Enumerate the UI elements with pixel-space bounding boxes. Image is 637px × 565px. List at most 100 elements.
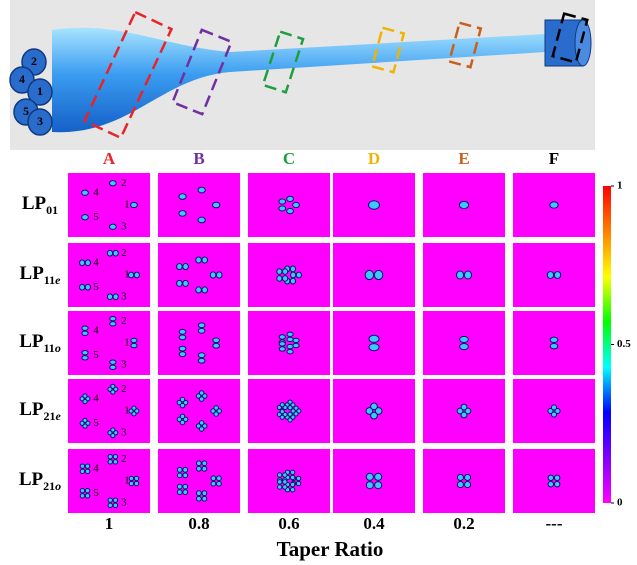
mode-panel xyxy=(158,243,240,307)
mode-lobe xyxy=(280,415,284,419)
mode-lobe xyxy=(375,482,382,489)
mode-lobe xyxy=(177,467,182,472)
core-label: 4 xyxy=(93,392,99,404)
mode-lobe xyxy=(111,384,115,388)
mode-lobe xyxy=(288,412,292,416)
mode-lobe xyxy=(551,412,556,417)
mode-lobe xyxy=(211,476,216,481)
core-label: 2 xyxy=(121,315,127,327)
mode-lobe xyxy=(461,412,467,418)
mode-lobe xyxy=(280,403,284,407)
mode-panel xyxy=(158,173,240,237)
mode-panel xyxy=(248,379,330,443)
mode-lobe xyxy=(180,414,184,418)
core-label: 5 xyxy=(93,417,99,429)
column-label: C xyxy=(283,149,295,168)
mode-parity: o xyxy=(55,479,61,493)
mode-lobe xyxy=(83,424,87,428)
mode-lobe xyxy=(202,496,207,501)
mode-lobe xyxy=(213,338,220,343)
mode-lobe xyxy=(290,487,294,491)
mode-panel xyxy=(333,379,415,443)
mode-lobe xyxy=(179,329,186,334)
mode-lobe xyxy=(374,270,382,279)
taper-ratio: 0.4 xyxy=(363,514,385,533)
mode-lobe xyxy=(371,403,378,410)
mode-lobe xyxy=(85,494,89,498)
mode-lobe xyxy=(80,464,84,468)
mode-lobe xyxy=(279,335,285,339)
column-label: B xyxy=(193,149,204,168)
core-label: 5 xyxy=(23,104,29,118)
mode-lobe xyxy=(183,484,188,489)
mode-lobe xyxy=(554,271,560,278)
mode-lobe xyxy=(279,199,286,204)
mode-lobe xyxy=(202,461,207,466)
mode-lobe xyxy=(460,336,469,342)
x-axis-label: Taper Ratio xyxy=(277,537,384,561)
mode-lobe xyxy=(213,343,220,348)
core-label: 1 xyxy=(37,84,43,98)
mode-lobe xyxy=(214,412,218,416)
mode-lobe xyxy=(548,475,553,480)
colorbar-tick-label: 0 xyxy=(617,497,623,509)
mode-lobe xyxy=(177,490,182,495)
mode-lobe xyxy=(199,427,203,431)
core-label: 3 xyxy=(121,496,127,508)
mode-lobe xyxy=(108,460,112,464)
mode-lobe xyxy=(465,474,471,480)
mode-lobe xyxy=(198,358,205,363)
mode-lobe xyxy=(202,257,208,263)
mode-lobe xyxy=(110,365,116,369)
mode-lobe xyxy=(82,215,89,220)
mode-lobe xyxy=(459,201,468,208)
mode-parity: e xyxy=(55,273,61,287)
mode-lobe xyxy=(110,322,116,326)
mode-panel xyxy=(333,311,415,375)
mode-lobe xyxy=(110,316,116,320)
mode-lobe xyxy=(460,344,469,350)
mode-lobe xyxy=(179,335,186,340)
mode-lobe xyxy=(108,498,112,502)
core-label: 2 xyxy=(121,177,127,189)
column-label: E xyxy=(458,149,469,168)
mode-lobe xyxy=(198,353,205,358)
mode-lobe xyxy=(277,276,282,282)
mode-lobe xyxy=(109,224,116,229)
mode-subscript: 21 xyxy=(43,479,55,493)
mode-lobe xyxy=(82,190,89,195)
mode-lobe xyxy=(85,488,89,492)
mode-lobe xyxy=(296,476,300,480)
mode-lobe xyxy=(550,343,558,348)
mode-lobe xyxy=(293,202,300,207)
mode-panel xyxy=(158,311,240,375)
mode-lobe xyxy=(131,202,138,207)
core-label: 3 xyxy=(121,358,127,370)
mode-lobe xyxy=(375,473,382,480)
mode-lobe xyxy=(111,428,115,432)
mode-lobe xyxy=(132,406,136,410)
mode-lobe xyxy=(217,476,222,481)
mode-lobe xyxy=(199,397,203,401)
mode-lobe xyxy=(366,473,373,480)
mode-base: LP xyxy=(19,331,44,352)
mode-lobe xyxy=(134,476,138,480)
mode-base: LP xyxy=(19,399,44,420)
mode-lobe xyxy=(85,464,89,468)
mode-label: LP21o xyxy=(19,469,61,492)
core-label: 2 xyxy=(121,383,127,395)
mode-lobe xyxy=(113,294,118,300)
mode-panel xyxy=(423,449,505,513)
mode-lobe xyxy=(279,347,285,351)
mode-lobe xyxy=(82,350,88,354)
core-label: 3 xyxy=(121,220,127,232)
core-label: 1 xyxy=(124,269,130,281)
mode-lobe xyxy=(198,217,205,223)
mode-lobe xyxy=(196,491,201,496)
mode-label: LP11e xyxy=(20,263,62,286)
mode-lobe xyxy=(279,342,285,346)
mode-lobe xyxy=(293,338,299,342)
mode-lobe xyxy=(198,323,205,328)
mode-lobe xyxy=(85,260,90,266)
mode-lobe xyxy=(113,498,117,502)
